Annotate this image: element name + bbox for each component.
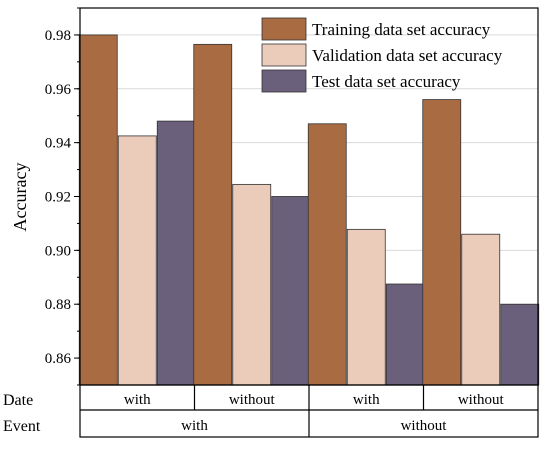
bar xyxy=(271,196,311,386)
y-tick-label: 0.98 xyxy=(45,28,71,44)
bar xyxy=(232,183,272,386)
legend-entry: Validation data set accuracy xyxy=(312,46,503,65)
bar xyxy=(422,99,462,386)
y-tick-label: 0.96 xyxy=(45,82,72,98)
date-category-label: with xyxy=(353,392,380,408)
bar xyxy=(307,123,347,386)
legend-swatch xyxy=(261,43,307,67)
legend-entry: Test data set accuracy xyxy=(312,72,461,91)
y-tick-label: 0.88 xyxy=(45,297,71,313)
date-category-label: without xyxy=(458,392,505,408)
date-row-label: Date xyxy=(3,392,33,409)
bars xyxy=(78,34,540,386)
y-tick-label: 0.94 xyxy=(45,136,72,152)
bar xyxy=(385,283,425,386)
date-category-label: with xyxy=(124,392,151,408)
bar xyxy=(193,43,233,386)
y-tick-label: 0.86 xyxy=(45,351,72,367)
y-axis: 0.86 0.88 0.90 0.92 0.94 0.96 0.98 xyxy=(45,7,539,386)
event-row-label: Event xyxy=(3,418,41,435)
legend-swatch xyxy=(261,69,307,93)
bar xyxy=(500,303,540,386)
y-tick-label: 0.92 xyxy=(45,190,71,206)
date-category-label: without xyxy=(229,392,276,408)
bar xyxy=(78,34,118,386)
category-table: with without with without with without Date Eve… xyxy=(3,384,539,438)
bar xyxy=(156,120,196,386)
legend-swatch xyxy=(261,17,307,41)
bar xyxy=(461,233,501,386)
legend-entry: Training data set accuracy xyxy=(312,20,491,39)
legend: Training data set accuracy Validation dat… xyxy=(261,17,503,93)
y-axis-title: Accuracy xyxy=(10,163,30,232)
bar xyxy=(346,228,386,386)
y-tick-label: 0.90 xyxy=(45,243,71,259)
bar xyxy=(117,135,157,386)
event-category-label: with xyxy=(181,418,208,434)
event-category-label: without xyxy=(401,418,448,434)
